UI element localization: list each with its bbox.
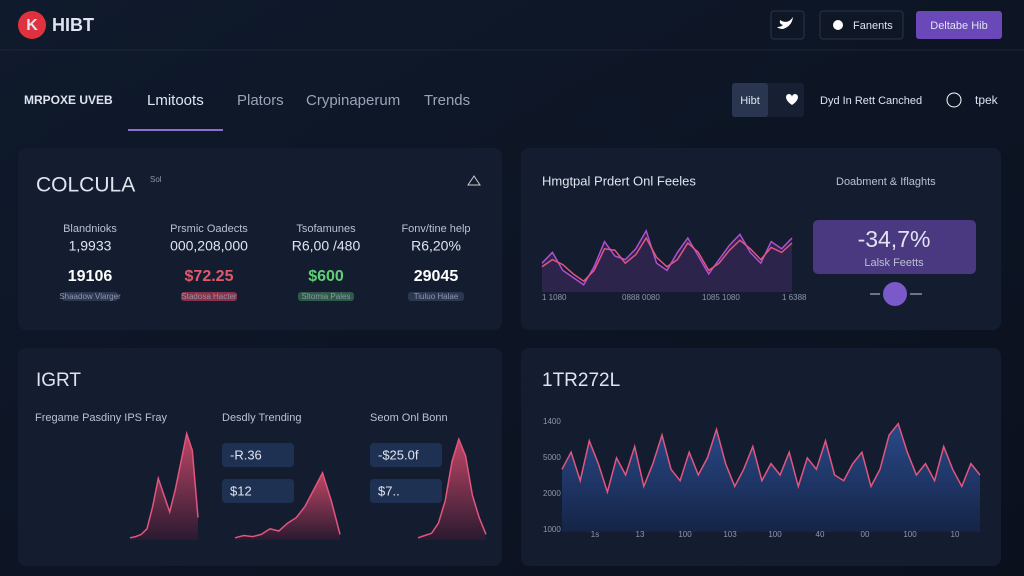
area [130,433,198,540]
pill [222,479,294,503]
y-label: 5000 [543,453,561,462]
pill-label: $7.. [378,483,400,498]
line [541,236,793,283]
stat-value: R6,20% [411,238,461,254]
panel-subtitle: Doabment & Iflaghts [836,176,936,188]
x-label: 100 [678,530,692,539]
pill [370,479,442,503]
stat-amount: $72.25 [185,268,234,285]
tab[interactable]: Plators [237,92,284,109]
badge-label: Shaadow Vlarger [59,292,121,301]
status: Dyd In Rett Canched [820,95,922,107]
panel [18,148,502,330]
collapse-icon[interactable] [467,175,481,186]
y-label: 2000 [543,489,561,498]
y-label: 1000 [543,525,561,534]
x-label: 1085 1080 [702,293,740,302]
nav-button[interactable] [883,282,907,306]
badge-label: Tiuluo Halae [414,292,459,301]
stat-amount: 29045 [414,268,459,285]
panel [521,148,1001,330]
superscript: Sol [150,175,162,184]
x-label: 40 [816,530,825,539]
toggle-active [732,83,768,117]
toggle-label: Hibt [740,95,760,107]
tab[interactable]: Lmitoots [147,92,204,109]
change-card [813,220,976,274]
x-label: 0888 0080 [622,293,660,302]
pill [222,443,294,467]
column-label: Desdly Trending [222,412,302,424]
pill-label: -R.36 [230,447,262,462]
x-label: 10 [951,530,960,539]
x-label: 13 [636,530,645,539]
line [234,470,341,539]
x-label: 1 6388 [782,293,807,302]
stat-value: 000,208,000 [170,238,248,254]
panel-title: Hmgtpal Prdert Onl Feeles [542,173,696,188]
logo: HIBT [52,15,94,35]
column-label: Fregame Pasdiny IPS Fray [35,412,168,424]
primary-button[interactable] [916,11,1002,39]
badge-label: Stadosa Hacter [181,292,236,301]
badge [408,292,464,301]
panel-title: IGRT [36,370,81,391]
tab[interactable]: Trends [424,92,470,109]
area [418,439,486,540]
logo-icon [18,11,46,39]
stat-label: Blandnioks [63,223,117,235]
badge [181,292,237,301]
badge [298,292,354,301]
stat-label: Tsofamunes [296,223,356,235]
stat-label: Prsmic Oadects [170,223,248,235]
pill-label: $12 [230,483,252,498]
badge-label: Sltomia Pales [302,292,351,301]
x-label: 100 [768,530,782,539]
panel-title: COLCULA [36,174,135,197]
x-label: 100 [903,530,917,539]
badge [62,292,118,301]
x-label: 103 [723,530,737,539]
x-label: 1s [591,530,599,539]
panel-title: 1TR272L [542,370,620,391]
stat-value: 1,9933 [69,238,112,254]
change-label: Lalsk Feetts [864,257,924,269]
button[interactable] [819,10,904,40]
line [129,430,199,539]
user: tpek [975,93,999,107]
user-icon[interactable] [946,92,962,108]
pill [370,443,442,467]
heart-icon [786,94,798,105]
info-icon [833,20,843,30]
stat-label: Fonv/tine help [401,223,470,235]
x-label: 1 1080 [542,293,567,302]
line [541,228,793,286]
twitter-icon [777,17,793,29]
area [562,423,980,532]
column-label: Seom Onl Bonn [370,412,448,424]
x-label: 00 [861,530,870,539]
stat-amount: $600 [308,268,344,285]
area [235,472,340,540]
stat-amount: 19106 [68,268,113,285]
pill-label: -$25.0f [378,447,419,462]
brand: MRPOXE UVEB [24,93,113,107]
button-label: Fanents [853,20,893,32]
y-label: 1400 [543,417,561,426]
button-label: Deltabe Hib [930,20,987,32]
line [417,436,487,539]
logo-letter: K [26,17,38,34]
change: -34,7% [858,226,931,252]
tab-underline [128,129,223,131]
stat-value: R6,00 /480 [292,238,361,254]
line [561,422,981,495]
tab[interactable]: Crypinaperum [306,92,400,109]
